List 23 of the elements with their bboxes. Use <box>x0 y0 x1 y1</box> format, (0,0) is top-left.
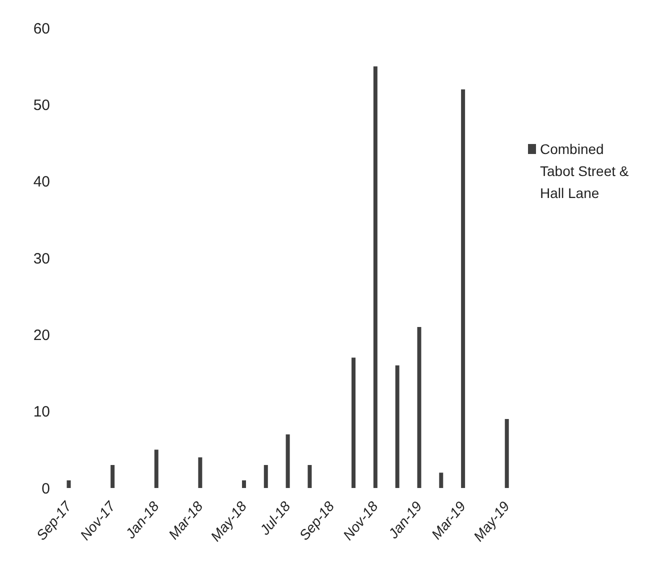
bar <box>439 472 444 488</box>
bar <box>373 66 378 488</box>
y-tick-label: 0 <box>42 480 50 498</box>
y-tick-label: 20 <box>33 326 50 344</box>
bar <box>110 465 115 488</box>
bar <box>286 434 290 488</box>
bar <box>264 465 268 488</box>
bar <box>417 327 422 488</box>
bar <box>395 365 400 488</box>
y-tick-label: 10 <box>33 404 50 421</box>
y-tick-label: 60 <box>33 20 50 38</box>
y-tick-label: 40 <box>33 174 50 191</box>
bar <box>242 480 246 488</box>
legend-label: Combined Tabot Street & Hall Lane <box>540 140 630 203</box>
y-tick-label: 30 <box>33 250 50 268</box>
bar <box>154 450 158 488</box>
bar <box>461 89 466 488</box>
bar <box>352 358 356 488</box>
bar <box>308 465 312 488</box>
bar <box>66 480 71 488</box>
bar <box>198 457 202 488</box>
bar <box>504 419 509 488</box>
y-tick-label: 50 <box>33 96 50 114</box>
